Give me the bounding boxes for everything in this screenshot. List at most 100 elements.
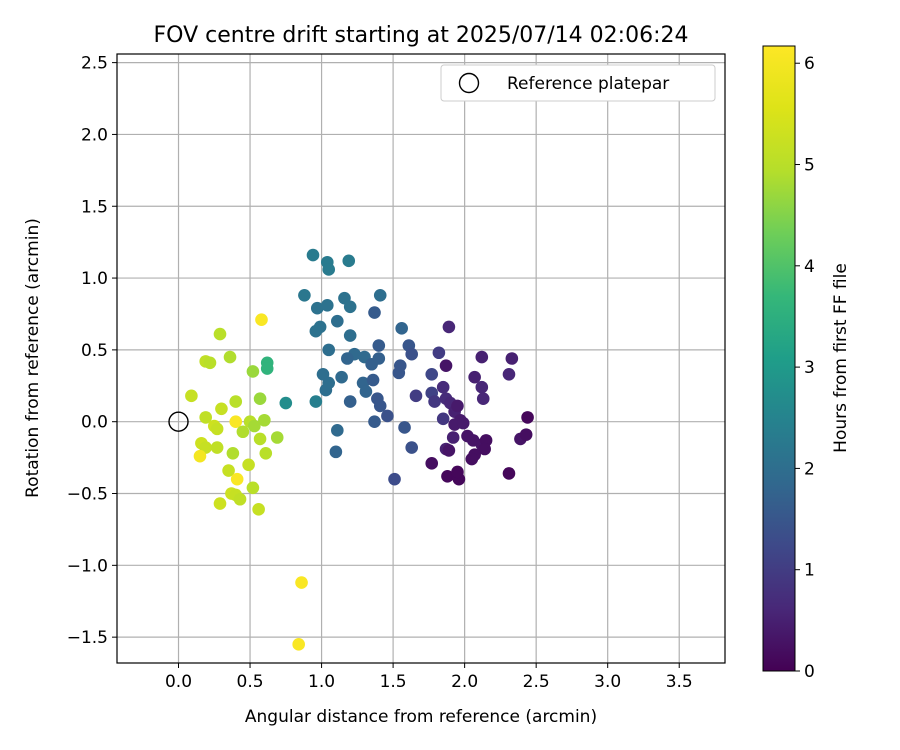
data-point <box>295 576 308 589</box>
data-point <box>441 469 454 483</box>
data-point <box>456 416 470 430</box>
legend-entry-reference: Reference platepar <box>507 74 669 94</box>
x-tick-label: 2.0 <box>451 672 478 692</box>
data-point <box>233 492 247 506</box>
colorbar-tick-label: 2 <box>804 459 815 479</box>
data-point <box>343 329 357 342</box>
colorbar-label: Hours from first FF file <box>831 263 851 453</box>
data-point <box>279 396 293 410</box>
colorbar-tick-label: 5 <box>804 156 815 176</box>
data-point <box>442 320 456 334</box>
data-point <box>258 413 271 427</box>
y-tick-label: 1.0 <box>81 269 108 289</box>
y-tick-label: 0.0 <box>81 413 108 433</box>
data-point <box>252 503 265 516</box>
data-point <box>388 472 401 486</box>
data-point <box>451 465 464 479</box>
data-point <box>409 389 423 403</box>
x-tick-label: 2.5 <box>523 672 550 692</box>
data-point <box>213 327 227 341</box>
x-tick-label: 1.0 <box>308 672 335 692</box>
data-point <box>322 263 336 276</box>
y-tick-label: −0.5 <box>67 485 108 505</box>
data-point <box>329 445 343 459</box>
data-point <box>519 428 533 441</box>
data-point <box>246 481 260 495</box>
data-point <box>236 425 250 439</box>
data-point <box>322 343 336 357</box>
data-point <box>226 446 240 460</box>
colorbar <box>762 45 796 672</box>
data-point <box>428 395 441 408</box>
x-tick-label: 0.0 <box>165 672 192 692</box>
data-point <box>309 324 323 338</box>
data-point <box>319 383 333 397</box>
data-point <box>331 314 344 328</box>
colorbar-tick-label: 0 <box>804 662 815 682</box>
y-tick-label: −1.0 <box>67 556 108 576</box>
y-axis-ticks: −1.5 −1.0 −0.5 0.0 0.5 1.0 1.5 2.0 2.5 <box>67 54 117 648</box>
data-point <box>439 359 453 372</box>
x-tick-label: 1.5 <box>380 672 407 692</box>
plot-frame <box>116 53 726 664</box>
data-point <box>335 370 348 384</box>
legend-box <box>440 64 716 102</box>
data-point <box>395 322 408 335</box>
data-point <box>405 441 419 454</box>
data-point <box>476 392 490 406</box>
data-point <box>392 366 406 380</box>
data-point <box>229 415 243 428</box>
data-point <box>342 254 356 268</box>
data-point <box>475 380 489 394</box>
data-point <box>222 464 235 477</box>
data-point <box>199 411 212 424</box>
x-tick-label: 0.5 <box>237 672 264 692</box>
y-tick-label: 2.0 <box>81 125 108 145</box>
data-point <box>436 412 450 426</box>
data-point <box>372 339 386 352</box>
plot-area <box>117 54 725 663</box>
data-point <box>432 346 446 360</box>
data-point <box>372 352 386 365</box>
data-point <box>381 409 394 423</box>
data-point <box>229 395 243 408</box>
data-point <box>398 421 411 434</box>
data-point <box>246 365 260 378</box>
data-point <box>242 458 255 472</box>
data-point <box>193 449 207 463</box>
data-point <box>502 367 516 381</box>
x-axis-label: Angular distance from reference (arcmin) <box>245 707 597 727</box>
data-point <box>210 422 224 436</box>
colorbar-tick-label: 4 <box>804 257 815 277</box>
data-point <box>343 300 357 314</box>
colorbar-tick-label: 3 <box>804 358 815 378</box>
chart-title: FOV centre drift starting at 2025/07/14 … <box>154 23 689 48</box>
data-point <box>442 444 456 457</box>
reference-marker <box>168 411 189 432</box>
data-point <box>215 402 228 416</box>
y-tick-label: 1.5 <box>81 197 108 217</box>
data-point <box>253 432 267 446</box>
y-axis-label: Rotation from reference (arcmin) <box>23 218 43 498</box>
y-tick-label: 0.5 <box>81 341 108 361</box>
data-point <box>253 392 267 406</box>
data-point <box>465 452 479 466</box>
data-point <box>320 299 334 312</box>
reference-marker-group <box>168 411 189 432</box>
data-point <box>223 350 237 364</box>
data-point <box>366 373 380 387</box>
data-point <box>213 497 227 510</box>
data-point <box>436 380 450 394</box>
data-point <box>425 367 439 381</box>
data-point <box>446 431 460 444</box>
colorbar-ticks: 0 1 2 3 4 5 6 <box>795 54 815 682</box>
data-point <box>475 350 489 364</box>
data-point <box>405 347 419 361</box>
data-point <box>310 301 324 315</box>
data-point <box>368 415 381 428</box>
data-point <box>309 395 323 408</box>
data-point <box>425 457 439 470</box>
x-tick-label: 3.5 <box>666 672 693 692</box>
data-point <box>478 442 491 456</box>
data-point <box>521 411 534 424</box>
